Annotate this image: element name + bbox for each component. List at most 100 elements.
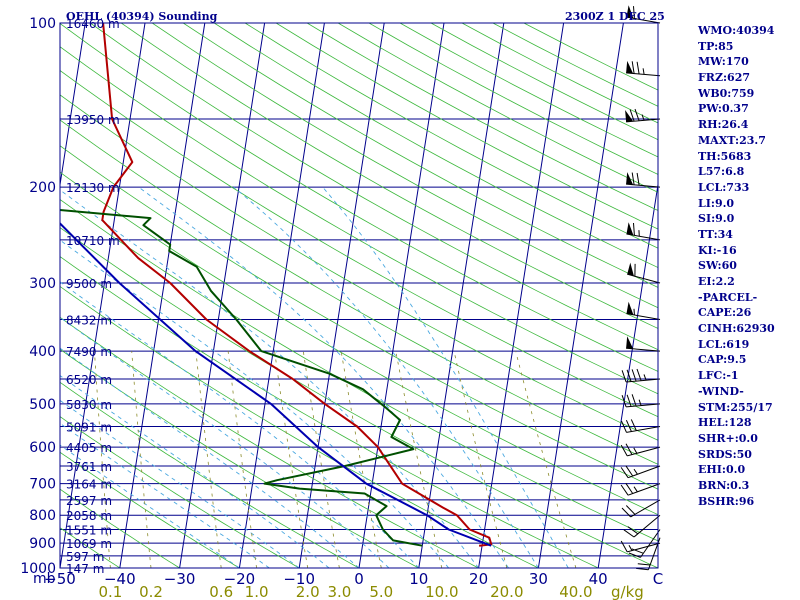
stat-entry: LI:9.0	[698, 196, 735, 210]
wind-barb	[626, 172, 661, 188]
dry-adiabat-line	[60, 381, 360, 568]
stats-panel: WMO:40394 TP:85 MW:170 FRZ:627 WB0:759 PW:0.3…	[698, 23, 775, 509]
pressure-tick-label: 400	[29, 344, 56, 360]
height-label: 4405 m	[66, 441, 112, 455]
wind-barb-flag	[627, 526, 639, 535]
mixing-ratio-line	[227, 351, 257, 568]
pressure-tick-label: 100	[29, 16, 56, 32]
wind-barb-flag	[633, 222, 635, 236]
wind-barb-flag	[620, 540, 628, 553]
wind-barb	[625, 108, 661, 123]
dry-adiabat-line	[60, 145, 658, 490]
wind-barb-flag	[631, 61, 635, 74]
wind-barb-half-flag	[641, 114, 645, 121]
wind-barb-staff	[626, 313, 661, 320]
wind-barb	[620, 443, 661, 457]
wind-barb-staff	[626, 16, 661, 24]
wind-barb	[626, 336, 661, 352]
stat-entry: SW:60	[698, 259, 737, 273]
stat-entry: SHR+:0.0	[698, 431, 758, 445]
wind-barb-flag	[631, 394, 637, 407]
wind-barb-flag	[633, 6, 635, 19]
moist-adiabat-line	[322, 186, 569, 568]
dry-adiabat-line	[60, 199, 658, 542]
wind-barb-flag	[636, 61, 640, 75]
wind-barb-flag	[621, 420, 627, 433]
mixing-ratio-line	[302, 351, 340, 568]
wind-barb-flag	[625, 505, 636, 515]
dry-adiabat-line	[244, 23, 658, 249]
stat-entry: LFC:-1	[698, 369, 739, 383]
isotherm-line	[238, 23, 325, 568]
wind-barb-flag	[621, 507, 631, 518]
mixing-ratio-line	[274, 351, 309, 568]
isotherm-line	[358, 23, 445, 568]
wind-barb-flag	[631, 369, 637, 382]
wind-barb-staff	[627, 465, 661, 479]
wind-barb-staff	[630, 499, 661, 518]
wind-barb-flag	[620, 444, 628, 457]
wind-barb-staff	[626, 403, 661, 408]
wind-barb-flag	[621, 370, 627, 383]
wind-barb-flag	[626, 369, 632, 382]
pressure-tick-label: 900	[29, 536, 56, 552]
height-label: 2597 m	[66, 494, 112, 508]
dry-adiabat-line	[60, 348, 419, 568]
pressure-tick-label: 700	[29, 477, 56, 493]
wind-barb-staff	[627, 542, 661, 553]
wind-barb-flag	[628, 552, 641, 558]
chart-grid	[0, 23, 658, 568]
temperature-trace	[101, 23, 493, 547]
wind-barb-flag	[625, 465, 634, 477]
wind-barb-staff	[627, 483, 661, 496]
wind-barb-pennant	[626, 222, 634, 236]
height-label: 10710 m	[66, 234, 120, 248]
height-label: 1551 m	[66, 524, 112, 538]
wind-barb-flag	[636, 368, 642, 381]
wind-barb	[621, 368, 661, 383]
wind-barb-pennant	[626, 172, 634, 185]
dry-adiabat-line	[60, 527, 121, 568]
height-label: 7490 m	[66, 345, 112, 359]
wind-barb-flag	[636, 567, 649, 571]
wind-barb	[636, 537, 661, 571]
stat-entry: SRDS:50	[698, 447, 752, 461]
mixing-ratio-line	[131, 351, 152, 568]
wind-barb	[621, 394, 661, 408]
wind-barb-staff	[626, 118, 661, 123]
wind-barb-flag	[637, 563, 651, 566]
mixing-ratio-unit-label: g/kg	[611, 583, 644, 600]
wind-barb	[626, 301, 661, 320]
wind-barb	[628, 529, 661, 558]
wind-barb-pennant	[626, 301, 634, 315]
stat-entry: LCL:619	[698, 337, 750, 351]
wind-barb-half-flag	[643, 374, 647, 381]
dry-adiabat-line	[60, 451, 240, 568]
temperature-tick-label: 40	[589, 570, 608, 588]
temperature-tick-label: −10	[283, 570, 315, 588]
stat-entry: -WIND-	[698, 384, 744, 398]
wind-barb-flag	[621, 395, 627, 408]
isotherm-line	[597, 181, 658, 568]
isotherm-line	[0, 23, 25, 568]
height-label: 1069 m	[66, 537, 112, 551]
wind-barb	[621, 499, 661, 518]
mixing-ratio-label: 0.6	[209, 583, 233, 600]
height-label: 6520 m	[66, 373, 112, 387]
stat-entry: SI:9.0	[698, 212, 735, 226]
temperature-tick-label: 30	[529, 570, 548, 588]
height-label: 3761 m	[66, 460, 112, 474]
wind-barb-flag	[625, 482, 634, 494]
mixing-ratio-line	[515, 351, 577, 568]
chart-traces	[60, 23, 493, 547]
mixing-ratio-label: 0.1	[98, 583, 122, 600]
stat-entry: LCL:733	[698, 180, 750, 194]
dry-adiabat-line	[182, 23, 658, 288]
stat-entry: STM:255/17	[698, 400, 773, 414]
isotherm-line	[478, 23, 565, 568]
stat-entry: RH:26.4	[698, 118, 749, 132]
stat-entry: CAPE:26	[698, 306, 752, 320]
mixing-ratio-line	[195, 351, 222, 568]
valid-time: 2300Z 1 DEC 25	[565, 10, 665, 23]
mixing-ratio-label: 20.0	[490, 583, 523, 600]
